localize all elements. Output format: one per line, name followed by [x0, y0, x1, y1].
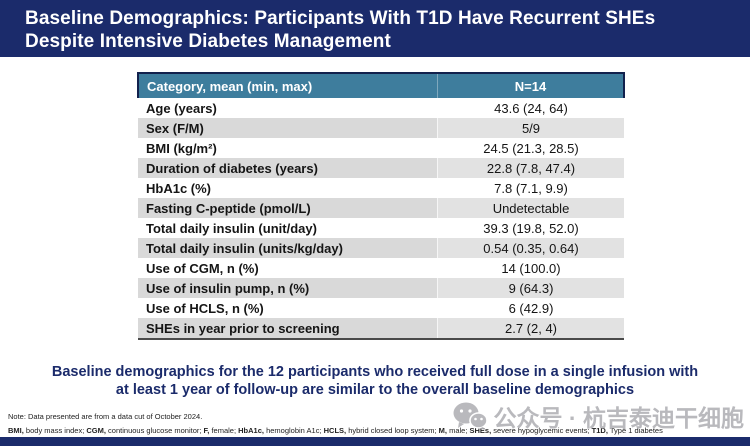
abbr-desc: hybrid closed loop system;: [346, 426, 439, 435]
table-row: BMI (kg/m²) 24.5 (21.3, 28.5): [138, 138, 624, 158]
abbr-term: BMI,: [8, 426, 24, 435]
abbr-term: HbA1c,: [238, 426, 264, 435]
table-row: Total daily insulin (unit/day) 39.3 (19.…: [138, 218, 624, 238]
table-row: Use of HCLS, n (%) 6 (42.9): [138, 298, 624, 318]
table-body: Age (years) 43.6 (24, 64) Sex (F/M) 5/9 …: [138, 98, 624, 339]
abbr-term: T1D,: [591, 426, 608, 435]
abbr-desc: severe hypoglycemic events;: [491, 426, 592, 435]
category-cell: Total daily insulin (units/kg/day): [138, 238, 438, 258]
header-row: Category, mean (min, max) N=14: [137, 73, 625, 98]
watermark: 公众号 · 杭吉泰迪干细胞: [453, 399, 744, 433]
header-category: Category, mean (min, max): [137, 73, 438, 98]
slide-title-line2: Despite Intensive Diabetes Management: [25, 31, 391, 52]
slide-title-line1: Baseline Demographics: Participants With…: [25, 8, 656, 29]
value-cell: 0.54 (0.35, 0.64): [437, 238, 624, 258]
abbr-desc: body mass index;: [23, 426, 87, 435]
category-cell: SHEs in year prior to screening: [138, 318, 438, 339]
wechat-icon: [453, 402, 487, 430]
data-cut-note: Note: Data presented are from a data cut…: [8, 412, 203, 421]
header-n14: N=14: [437, 73, 625, 98]
summary-statement: Baseline demographics for the 12 partici…: [0, 364, 750, 399]
value-cell: 24.5 (21.3, 28.5): [437, 138, 624, 158]
table-row: Total daily insulin (units/kg/day) 0.54 …: [138, 238, 624, 258]
abbr-desc: female;: [209, 426, 239, 435]
summary-line2: at least 1 year of follow-up are similar…: [115, 381, 635, 398]
value-cell: 2.7 (2, 4): [437, 318, 624, 339]
category-cell: Use of CGM, n (%): [138, 258, 438, 278]
value-cell: 9 (64.3): [437, 278, 624, 298]
table-row: Fasting C-peptide (pmol/L) Undetectable: [138, 198, 624, 218]
value-cell: 5/9: [437, 118, 624, 138]
value-cell: Undetectable: [437, 198, 624, 218]
category-cell: HbA1c (%): [138, 178, 438, 198]
table-row: SHEs in year prior to screening 2.7 (2, …: [138, 318, 624, 339]
category-cell: Duration of diabetes (years): [138, 158, 438, 178]
abbr-desc: hemoglobin A1c;: [263, 426, 324, 435]
abbreviations-line: BMI, body mass index; CGM, continuous gl…: [8, 426, 748, 435]
summary-line1: Baseline demographics for the 12 partici…: [51, 364, 699, 380]
abbr-term: F,: [203, 426, 210, 435]
table-row: Duration of diabetes (years) 22.8 (7.8, …: [138, 158, 624, 178]
category-cell: Fasting C-peptide (pmol/L): [138, 198, 438, 218]
abbr-desc: male;: [447, 426, 470, 435]
value-cell: 39.3 (19.8, 52.0): [437, 218, 624, 238]
value-cell: 43.6 (24, 64): [437, 98, 624, 118]
abbr-term: SHEs,: [469, 426, 492, 435]
abbr-desc: Type 1 diabetes: [607, 426, 663, 435]
category-cell: Use of HCLS, n (%): [138, 298, 438, 318]
table-row: Use of CGM, n (%) 14 (100.0): [138, 258, 624, 278]
category-cell: Sex (F/M): [138, 118, 438, 138]
abbr-term: M,: [438, 426, 447, 435]
abbr-term: HCLS,: [323, 426, 347, 435]
watermark-text: 公众号 · 杭吉泰迪干细胞: [493, 405, 744, 431]
table-row: HbA1c (%) 7.8 (7.1, 9.9): [138, 178, 624, 198]
category-cell: Total daily insulin (unit/day): [138, 218, 438, 238]
table-row: Sex (F/M) 5/9: [138, 118, 624, 138]
value-cell: 6 (42.9): [437, 298, 624, 318]
table-row: Use of insulin pump, n (%) 9 (64.3): [138, 278, 624, 298]
category-cell: Use of insulin pump, n (%): [138, 278, 438, 298]
category-cell: Age (years): [138, 98, 438, 118]
bottom-bar: [0, 437, 750, 446]
demographics-table: Category, mean (min, max) N=14 Age (year…: [137, 72, 625, 340]
title-bar: Baseline Demographics: Participants With…: [0, 0, 750, 57]
value-cell: 22.8 (7.8, 47.4): [437, 158, 624, 178]
abbr-desc: continuous glucose monitor;: [105, 426, 204, 435]
table-header: Category, mean (min, max) N=14: [137, 73, 625, 98]
value-cell: 7.8 (7.1, 9.9): [437, 178, 624, 198]
value-cell: 14 (100.0): [437, 258, 624, 278]
category-cell: BMI (kg/m²): [138, 138, 438, 158]
abbr-term: CGM,: [86, 426, 106, 435]
table-row: Age (years) 43.6 (24, 64): [138, 98, 624, 118]
